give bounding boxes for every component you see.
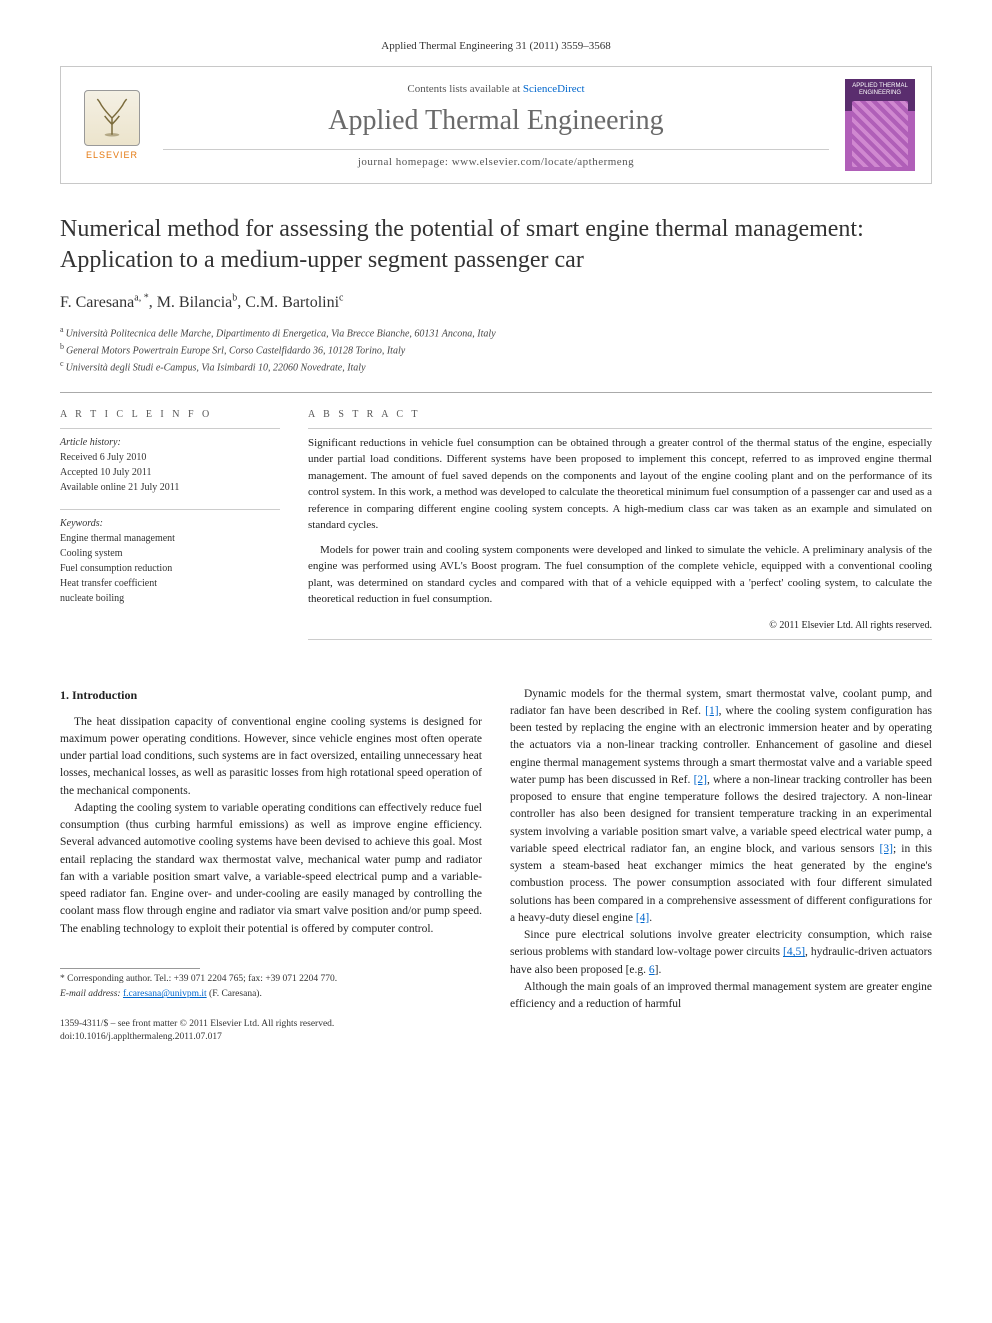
citation-ref[interactable]: [1] bbox=[705, 705, 718, 717]
info-rule bbox=[60, 509, 280, 510]
keyword: Cooling system bbox=[60, 546, 280, 561]
affiliation-text: Università Politecnica delle Marche, Dip… bbox=[66, 328, 496, 339]
keyword: Heat transfer coefficient bbox=[60, 576, 280, 591]
abstract-column: A B S T R A C T Significant reductions i… bbox=[308, 407, 932, 646]
body-paragraph: Since pure electrical solutions involve … bbox=[510, 927, 932, 979]
citation-ref[interactable]: [3] bbox=[880, 843, 893, 855]
affiliation-mark: c bbox=[60, 359, 64, 368]
article-info-heading: A R T I C L E I N F O bbox=[60, 407, 280, 422]
info-abstract-row: A R T I C L E I N F O Article history: R… bbox=[60, 407, 932, 646]
section-heading: 1. Introduction bbox=[60, 686, 482, 704]
doi-line: doi:10.1016/j.applthermaleng.2011.07.017 bbox=[60, 1031, 482, 1044]
abstract-paragraph: Significant reductions in vehicle fuel c… bbox=[308, 435, 932, 534]
footer-rule bbox=[60, 968, 200, 969]
author: F. Caresanaa, * bbox=[60, 294, 149, 311]
section-title: Introduction bbox=[72, 688, 137, 702]
body-paragraph: The heat dissipation capacity of convent… bbox=[60, 714, 482, 800]
author: C.M. Bartolinic bbox=[245, 294, 343, 311]
sciencedirect-link[interactable]: ScienceDirect bbox=[523, 83, 585, 95]
doi-block: 1359-4311/$ – see front matter © 2011 El… bbox=[60, 1018, 482, 1045]
online-date: Available online 21 July 2011 bbox=[60, 480, 280, 495]
affiliation-text: Università degli Studi e-Campus, Via Isi… bbox=[66, 363, 366, 374]
body-text: ; in this system a steam-based heat exch… bbox=[510, 843, 932, 924]
author-mark: a, * bbox=[134, 292, 148, 303]
keywords-block: Keywords: Engine thermal management Cool… bbox=[60, 516, 280, 606]
body-text: , where a non-linear tracking controller… bbox=[510, 774, 932, 855]
citation-line: Applied Thermal Engineering 31 (2011) 35… bbox=[60, 40, 932, 52]
keyword: Engine thermal management bbox=[60, 531, 280, 546]
header-rule bbox=[163, 149, 829, 150]
info-rule bbox=[60, 428, 280, 429]
corresponding-author-line: * Corresponding author. Tel.: +39 071 22… bbox=[60, 973, 482, 986]
contents-available-line: Contents lists available at ScienceDirec… bbox=[163, 83, 829, 95]
body-text: ]. bbox=[655, 964, 662, 976]
history-label: Article history: bbox=[60, 435, 280, 450]
cover-title: APPLIED THERMAL ENGINEERING bbox=[849, 83, 911, 97]
abstract-copyright: © 2011 Elsevier Ltd. All rights reserved… bbox=[308, 618, 932, 633]
email-suffix: (F. Caresana). bbox=[209, 989, 262, 999]
author-mark: b bbox=[232, 292, 237, 303]
affiliation-list: aUniversità Politecnica delle Marche, Di… bbox=[60, 324, 932, 376]
body-paragraph: Although the main goals of an improved t… bbox=[510, 979, 932, 1014]
article-info-column: A R T I C L E I N F O Article history: R… bbox=[60, 407, 280, 646]
article-history-block: Article history: Received 6 July 2010 Ac… bbox=[60, 435, 280, 495]
header-center: Contents lists available at ScienceDirec… bbox=[163, 83, 829, 168]
affiliation-mark: a bbox=[60, 325, 64, 334]
article-body: 1. Introduction The heat dissipation cap… bbox=[60, 686, 932, 1044]
cover-graphic bbox=[852, 101, 908, 167]
author-name: M. Bilancia bbox=[157, 294, 233, 311]
citation-ref[interactable]: [4] bbox=[636, 912, 649, 924]
keywords-label: Keywords: bbox=[60, 516, 280, 531]
publisher-name: ELSEVIER bbox=[86, 150, 138, 160]
abstract-rule bbox=[308, 428, 932, 429]
keyword: Fuel consumption reduction bbox=[60, 561, 280, 576]
journal-header: ELSEVIER Contents lists available at Sci… bbox=[60, 66, 932, 184]
body-paragraph: Dynamic models for the thermal system, s… bbox=[510, 686, 932, 928]
accepted-date: Accepted 10 July 2011 bbox=[60, 465, 280, 480]
received-date: Received 6 July 2010 bbox=[60, 450, 280, 465]
body-paragraph: Adapting the cooling system to variable … bbox=[60, 800, 482, 938]
abstract-heading: A B S T R A C T bbox=[308, 407, 932, 422]
citation-ref[interactable]: [2] bbox=[694, 774, 707, 786]
journal-homepage-line: journal homepage: www.elsevier.com/locat… bbox=[163, 156, 829, 168]
section-number: 1. bbox=[60, 688, 69, 702]
corresponding-author-footer: * Corresponding author. Tel.: +39 071 22… bbox=[60, 968, 482, 1002]
journal-name: Applied Thermal Engineering bbox=[163, 105, 829, 137]
affiliation: bGeneral Motors Powertrain Europe Srl, C… bbox=[60, 341, 932, 358]
email-line: E-mail address: f.caresana@univpm.it (F.… bbox=[60, 988, 482, 1001]
elsevier-tree-icon bbox=[84, 90, 140, 146]
abstract-rule-bottom bbox=[308, 639, 932, 640]
email-label: E-mail address: bbox=[60, 989, 121, 999]
author-list: F. Caresanaa, *, M. Bilanciab, C.M. Bart… bbox=[60, 292, 932, 311]
contents-prefix: Contents lists available at bbox=[407, 83, 522, 95]
author-mark: c bbox=[339, 292, 343, 303]
abstract-paragraph: Models for power train and cooling syste… bbox=[308, 542, 932, 608]
affiliation-mark: b bbox=[60, 342, 64, 351]
body-text: . bbox=[649, 912, 652, 924]
citation-ref[interactable]: [4,5] bbox=[783, 946, 805, 958]
issn-line: 1359-4311/$ – see front matter © 2011 El… bbox=[60, 1018, 482, 1031]
author-name: F. Caresana bbox=[60, 294, 134, 311]
elsevier-logo: ELSEVIER bbox=[77, 85, 147, 165]
journal-cover-thumbnail: APPLIED THERMAL ENGINEERING bbox=[845, 79, 915, 171]
section-rule bbox=[60, 392, 932, 393]
corresponding-email-link[interactable]: f.caresana@univpm.it bbox=[123, 989, 207, 999]
affiliation-text: General Motors Powertrain Europe Srl, Co… bbox=[66, 345, 405, 356]
keyword: nucleate boiling bbox=[60, 591, 280, 606]
author-name: C.M. Bartolini bbox=[245, 294, 339, 311]
author: M. Bilanciab bbox=[157, 294, 238, 311]
affiliation: aUniversità Politecnica delle Marche, Di… bbox=[60, 324, 932, 341]
article-title: Numerical method for assessing the poten… bbox=[60, 214, 932, 276]
affiliation: cUniversità degli Studi e-Campus, Via Is… bbox=[60, 358, 932, 375]
